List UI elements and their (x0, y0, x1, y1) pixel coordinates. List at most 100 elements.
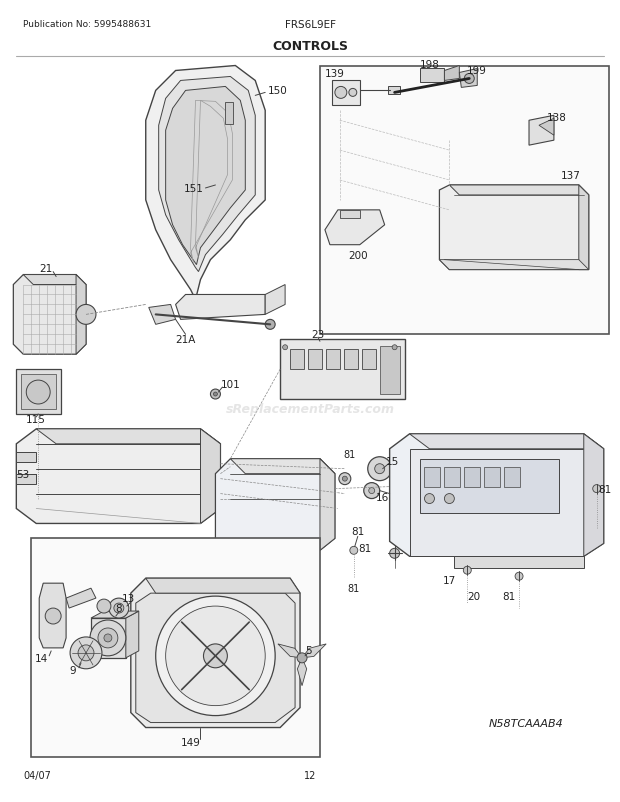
Bar (504, 467, 520, 487)
Polygon shape (539, 119, 554, 136)
Polygon shape (278, 644, 302, 658)
Polygon shape (146, 578, 300, 593)
Polygon shape (440, 186, 589, 270)
Polygon shape (215, 460, 335, 551)
Text: 81: 81 (351, 527, 365, 537)
Bar (379, 346, 400, 395)
Polygon shape (320, 460, 335, 551)
Text: 8: 8 (115, 603, 122, 614)
Polygon shape (445, 67, 459, 81)
Circle shape (374, 464, 384, 474)
Bar (280, 340, 405, 399)
Polygon shape (340, 211, 360, 219)
Polygon shape (131, 578, 300, 727)
Polygon shape (298, 658, 307, 686)
Circle shape (389, 549, 400, 559)
Circle shape (350, 547, 358, 555)
Bar (445, 467, 460, 487)
Polygon shape (231, 460, 335, 474)
Bar (484, 467, 500, 487)
Polygon shape (166, 87, 246, 265)
Polygon shape (584, 435, 604, 557)
Text: 04/07: 04/07 (24, 771, 51, 780)
Polygon shape (159, 77, 255, 272)
Polygon shape (39, 583, 66, 648)
Text: 199: 199 (467, 67, 487, 76)
Polygon shape (332, 81, 360, 106)
Text: FRS6L9EF: FRS6L9EF (285, 20, 335, 30)
Text: 138: 138 (547, 113, 567, 124)
Polygon shape (200, 429, 220, 524)
Circle shape (445, 494, 454, 504)
Polygon shape (302, 644, 326, 658)
Text: 21A: 21A (175, 335, 196, 345)
Text: 12: 12 (304, 771, 316, 780)
Text: 151: 151 (184, 184, 203, 194)
Circle shape (265, 320, 275, 330)
Polygon shape (175, 295, 265, 320)
Text: 14: 14 (35, 653, 48, 663)
Circle shape (392, 346, 397, 350)
Text: 16: 16 (376, 492, 389, 502)
Polygon shape (16, 429, 220, 524)
Circle shape (90, 620, 126, 656)
Circle shape (335, 87, 347, 99)
Text: 15: 15 (386, 456, 399, 466)
Polygon shape (579, 186, 589, 270)
Circle shape (425, 494, 435, 504)
Circle shape (78, 645, 94, 661)
Circle shape (166, 606, 265, 706)
Circle shape (26, 381, 50, 404)
Bar (326, 350, 340, 370)
Circle shape (283, 346, 288, 350)
Bar (320, 67, 609, 335)
Circle shape (203, 644, 228, 668)
Text: 139: 139 (325, 70, 345, 79)
Bar (410, 449, 584, 557)
Polygon shape (146, 67, 265, 300)
Polygon shape (91, 611, 139, 618)
Text: 81: 81 (343, 449, 356, 460)
Polygon shape (16, 370, 61, 415)
Polygon shape (16, 452, 36, 462)
Circle shape (97, 599, 111, 614)
Bar (226, 103, 233, 125)
Text: 13: 13 (122, 593, 135, 603)
Text: 150: 150 (268, 87, 288, 96)
Polygon shape (91, 618, 126, 658)
Circle shape (339, 473, 351, 485)
Circle shape (368, 457, 392, 481)
Polygon shape (36, 429, 220, 444)
Polygon shape (454, 557, 584, 569)
Polygon shape (136, 593, 295, 723)
Polygon shape (529, 116, 554, 146)
Text: 149: 149 (180, 738, 200, 747)
Circle shape (210, 390, 220, 399)
Circle shape (463, 566, 471, 574)
Bar (425, 467, 440, 487)
Text: 17: 17 (443, 576, 456, 585)
Text: 200: 200 (348, 250, 368, 261)
Circle shape (70, 637, 102, 669)
Bar (420, 460, 559, 514)
Circle shape (114, 603, 124, 614)
Polygon shape (14, 275, 86, 354)
Text: 23: 23 (311, 330, 325, 340)
Polygon shape (66, 589, 96, 608)
Polygon shape (325, 211, 384, 245)
Circle shape (364, 483, 379, 499)
Polygon shape (265, 286, 285, 315)
Bar (344, 350, 358, 370)
Circle shape (464, 75, 474, 84)
Text: CONTROLS: CONTROLS (272, 39, 348, 53)
Bar (464, 467, 480, 487)
Text: 101: 101 (221, 379, 240, 390)
Polygon shape (388, 87, 400, 95)
Circle shape (98, 628, 118, 648)
Text: 81: 81 (358, 544, 371, 553)
Text: 20: 20 (467, 591, 481, 602)
Text: sReplacementParts.com: sReplacementParts.com (226, 403, 394, 416)
Polygon shape (410, 435, 604, 449)
Text: 5: 5 (304, 645, 311, 655)
Text: Publication No: 5995488631: Publication No: 5995488631 (24, 20, 151, 29)
